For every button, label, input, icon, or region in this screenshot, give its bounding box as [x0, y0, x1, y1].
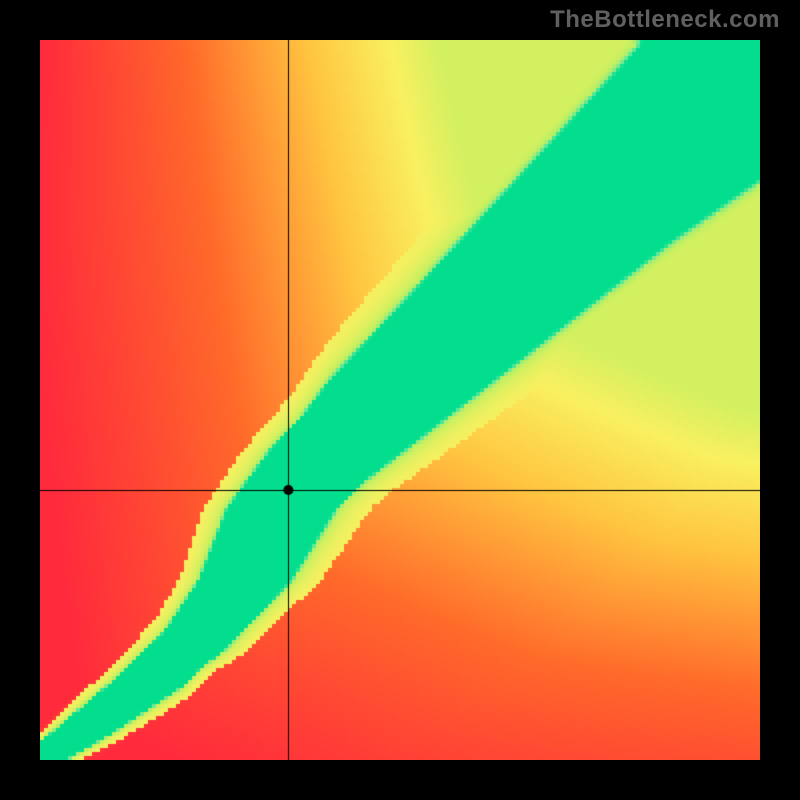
bottleneck-heatmap — [40, 40, 760, 760]
chart-container: { "watermark": { "text": "TheBottleneck.… — [0, 0, 800, 800]
watermark-text: TheBottleneck.com — [550, 6, 780, 34]
